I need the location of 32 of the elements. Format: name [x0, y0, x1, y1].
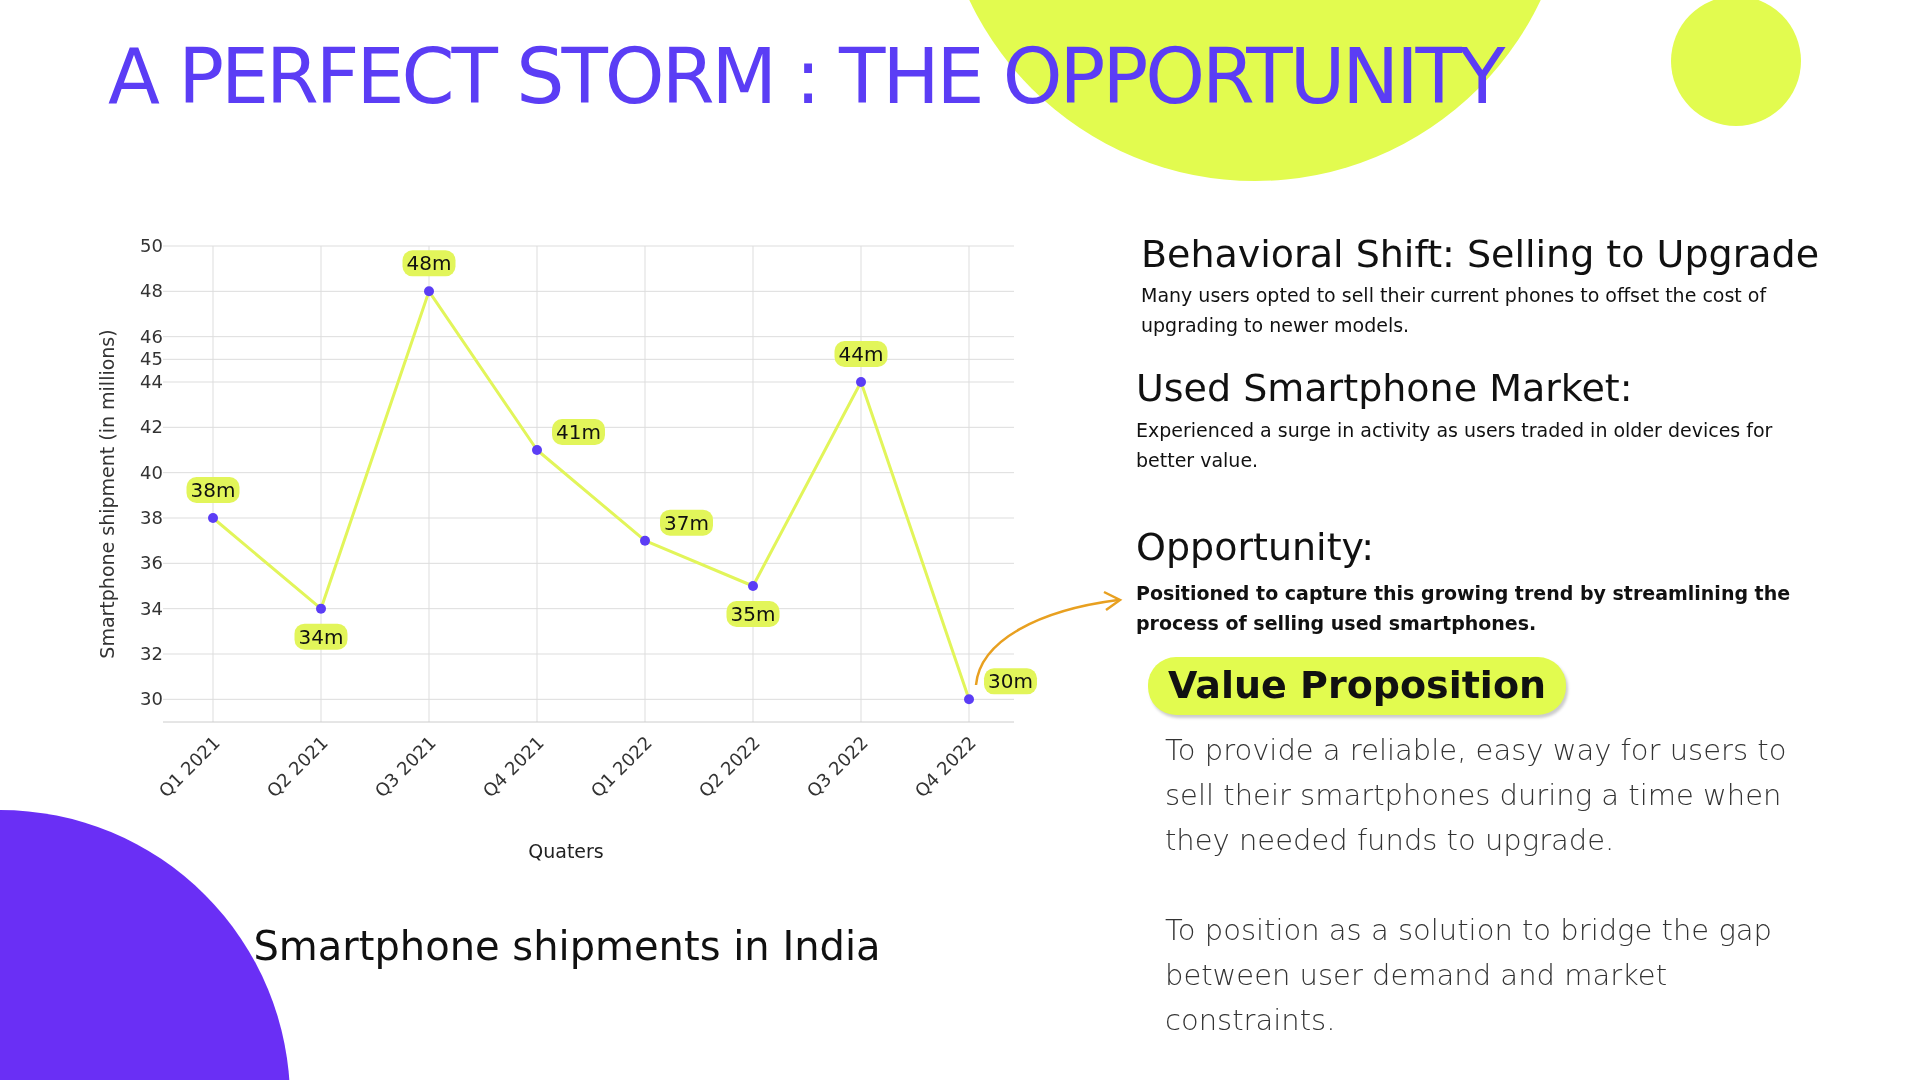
- text: Behavioral Shift: Selling to Upgrade: [1141, 232, 1821, 278]
- text: Experienced a surge in activity as users traded in older devices for better value.: [1136, 418, 1774, 473]
- data-label: 44m: [838, 342, 884, 366]
- x-axis-title: Quaters: [528, 840, 604, 862]
- y-tick-label: 45: [140, 348, 163, 370]
- text: Value Proposition: [1148, 657, 1567, 715]
- text: Smartphone shipments in India: [253, 923, 881, 969]
- text: To provide a reliable, easy way for users to sell their smartphones during a time when they needed funds to upgrade.: [1165, 732, 1788, 859]
- y-tick-label: 50: [140, 235, 163, 256]
- y-tick-label: 46: [140, 325, 163, 347]
- text: To position as a solution to bridge the gap between user demand and market constraints.: [1165, 912, 1773, 1039]
- y-tick-label: 32: [140, 643, 163, 664]
- y-tick-label: 48: [140, 280, 163, 302]
- data-label: 30m: [988, 669, 1033, 694]
- y-axis-title: Smartphone shipment (in millions): [96, 329, 118, 659]
- text: Used Smartphone Market:: [1136, 366, 1634, 412]
- data-label: 41m: [556, 420, 601, 444]
- text: Positioned to capture this growing trend by streamlining the process of selling used smartphones.: [1136, 581, 1792, 636]
- y-tick-label: 30: [140, 688, 163, 710]
- data-label: 48m: [406, 251, 452, 276]
- data-label: 37m: [664, 510, 709, 535]
- data-label: 38m: [190, 478, 236, 502]
- y-tick-label: 38: [140, 507, 163, 528]
- data-label: 35m: [730, 602, 776, 626]
- y-tick-label: 42: [140, 416, 163, 438]
- y-tick-label: 34: [140, 597, 163, 619]
- y-tick-label: 40: [140, 461, 163, 483]
- data-label: 34m: [298, 624, 344, 649]
- text: Many users opted to sell their current phones to offset the cost of upgrading to newer models.: [1141, 283, 1768, 338]
- y-tick-label: 44: [140, 371, 163, 392]
- text: Opportunity:: [1136, 525, 1376, 571]
- y-tick-label: 36: [140, 552, 163, 574]
